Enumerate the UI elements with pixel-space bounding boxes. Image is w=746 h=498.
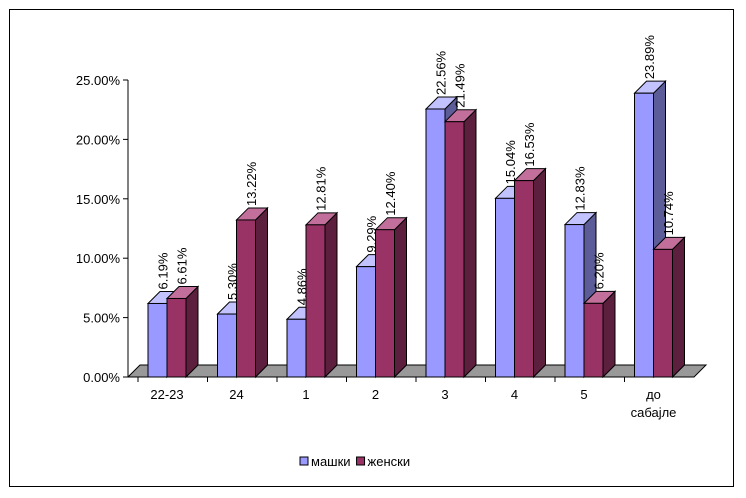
x-tick-label: 1: [302, 387, 309, 402]
bar-side: [394, 216, 407, 379]
data-label: 6.61%: [175, 247, 190, 284]
legend: машки женски: [299, 454, 411, 469]
y-tick-label: 15.00%: [76, 192, 121, 207]
data-label: 4.86%: [295, 268, 310, 305]
bar-front: [425, 108, 446, 378]
y-tick-label: 5.00%: [83, 311, 120, 326]
bar: [582, 290, 617, 379]
bar-front: [564, 224, 585, 378]
bar-side: [533, 167, 546, 379]
legend-label: женски: [368, 454, 411, 469]
bar-front: [583, 302, 604, 378]
bar: [235, 206, 269, 379]
y-tick-label: 25.00%: [76, 73, 121, 88]
x-axis-labels: 22-23 24 1 2 3 4 5 до сабајле: [128, 376, 694, 420]
bar: [652, 236, 686, 379]
data-label: 12.40%: [383, 171, 398, 216]
data-label: 6.20%: [592, 252, 607, 289]
x-tick-label: 2: [372, 387, 379, 402]
bars: [146, 79, 686, 379]
bar-front: [217, 313, 237, 378]
data-label: 12.83%: [573, 166, 588, 211]
bar-side: [463, 108, 477, 379]
bar: [443, 108, 478, 379]
bar-front: [495, 197, 515, 378]
y-tick-label: 0.00%: [83, 370, 120, 385]
bar-side: [255, 206, 268, 379]
x-tick-label: 24: [229, 387, 243, 402]
data-label: 5.30%: [225, 263, 240, 300]
legend-item: женски: [356, 454, 411, 469]
bar-side: [602, 290, 616, 379]
legend-swatch: [299, 456, 309, 466]
floor-plane: [126, 364, 708, 378]
data-label: 23.89%: [642, 35, 657, 80]
bar-front: [514, 180, 534, 378]
data-label: 13.22%: [244, 161, 259, 206]
bar: [374, 216, 408, 379]
bar-front: [634, 92, 654, 378]
bar: [513, 167, 547, 379]
x-tick-label: 3: [441, 387, 448, 402]
x-tick-label: до: [646, 387, 661, 402]
bar-front: [147, 302, 168, 378]
bar-front: [166, 297, 187, 378]
x-tick-label: 4: [511, 387, 518, 402]
y-tick-label: 10.00%: [76, 251, 121, 266]
bar-side: [672, 236, 685, 379]
data-label: 16.53%: [522, 122, 537, 167]
bar: [304, 211, 339, 379]
data-label: 6.19%: [156, 252, 171, 289]
x-tick-label: 22-23: [150, 387, 183, 402]
data-label: 10.74%: [661, 191, 676, 236]
bar-side: [185, 285, 199, 379]
y-axis: 0.00% 5.00% 10.00% 15.00% 20.00% 25.00%: [76, 73, 129, 385]
bar-front: [653, 248, 673, 378]
data-label: 22.56%: [434, 50, 449, 95]
bar-front: [356, 266, 376, 378]
x-tick-label: сабајле: [631, 405, 677, 420]
legend-item: машки: [299, 454, 351, 469]
data-labels: 6.19% 6.61% 5.30% 13.22% 4.86% 12.81% 9.29% 12.…: [156, 35, 677, 306]
x-tick-label: 5: [580, 387, 587, 402]
data-label: 21.49%: [453, 63, 468, 108]
data-label: 9.29%: [364, 215, 379, 252]
bar-front: [286, 318, 307, 378]
data-label: 12.81%: [314, 166, 329, 211]
chart-floor: [126, 364, 708, 378]
legend-swatch: [356, 456, 366, 466]
chart-border: [9, 9, 734, 487]
bar-front: [444, 121, 465, 378]
y-tick-label: 20.00%: [76, 132, 121, 147]
legend-label: машки: [311, 454, 351, 469]
data-label: 15.04%: [503, 140, 518, 185]
bar-side: [324, 211, 338, 379]
bar: [165, 285, 200, 379]
